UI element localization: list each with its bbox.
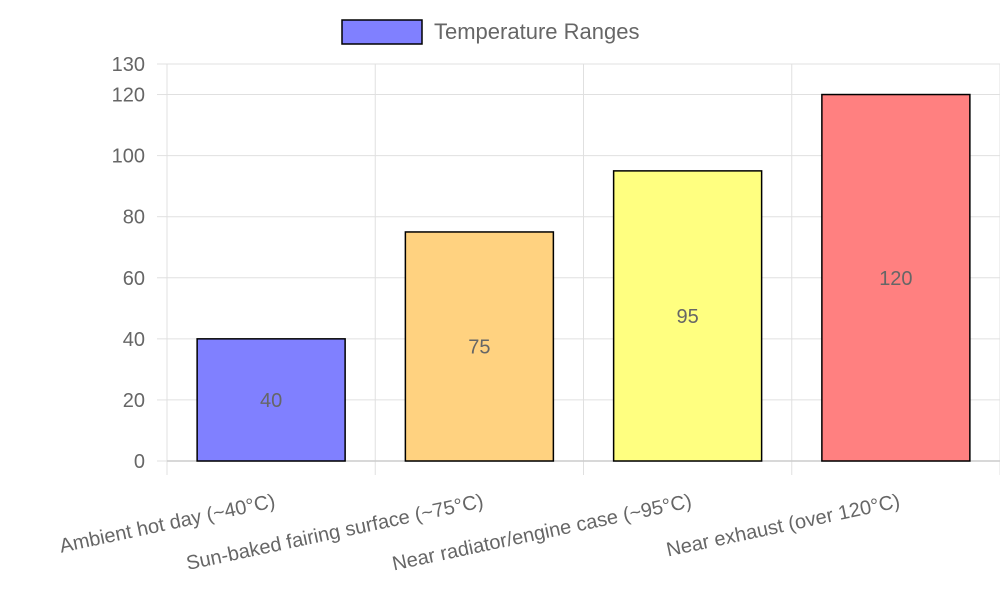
bar-value-label: 40: [260, 390, 282, 412]
bar[interactable]: [821, 93, 971, 462]
bar-value-label: 95: [677, 306, 699, 328]
y-tick-label: 120: [112, 85, 145, 107]
y-tick-label: 80: [123, 207, 145, 229]
legend-swatch: [341, 19, 423, 45]
bar-value-label: 75: [468, 336, 490, 358]
y-tick-label: 40: [123, 329, 145, 351]
bar[interactable]: [612, 170, 763, 462]
x-axis: Ambient hot day (~40°C)Sun-baked fairing…: [58, 490, 902, 575]
y-axis: 0 20 40 60 80 100 120 130: [112, 54, 145, 473]
y-tick-label: 100: [112, 146, 145, 168]
bar[interactable]: [404, 231, 555, 462]
bar-value-label: 120: [879, 268, 912, 290]
chart-legend[interactable]: Temperature Ranges: [341, 19, 639, 45]
x-tick-label: Near exhaust (over 120°C): [664, 490, 901, 561]
bar[interactable]: [196, 338, 346, 462]
y-tick-label: 130: [112, 54, 145, 76]
legend-label: Temperature Ranges: [434, 19, 639, 44]
y-tick-label: 60: [123, 268, 145, 290]
y-tick-label: 0: [134, 451, 145, 473]
y-tick-label: 20: [123, 390, 145, 412]
chart-bars: [196, 93, 971, 462]
data-labels: 40 75 95 120: [260, 268, 913, 412]
